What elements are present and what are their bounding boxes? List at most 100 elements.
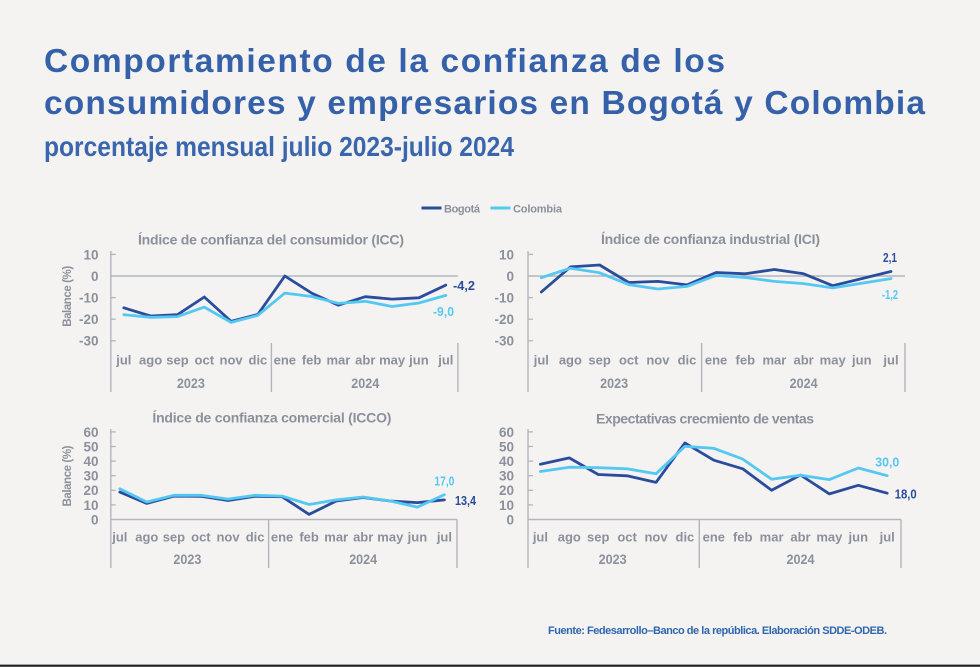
svg-text:ene: ene <box>271 530 293 545</box>
svg-text:ene: ene <box>703 530 725 545</box>
svg-text:60: 60 <box>499 425 514 440</box>
svg-text:Comportamiento de la confianza: Comportamiento de la confianza de los <box>44 43 725 80</box>
svg-text:-20: -20 <box>494 312 514 327</box>
svg-text:0: 0 <box>506 512 514 527</box>
svg-text:50: 50 <box>499 439 514 454</box>
svg-text:Expectativas crecmiento de ven: Expectativas crecmiento de ventas <box>596 411 814 427</box>
svg-text:abr: abr <box>355 353 375 368</box>
svg-text:jun: jun <box>851 353 872 368</box>
svg-text:jul: jul <box>115 353 131 368</box>
svg-text:Índice de confianza del consum: Índice de confianza del consumidor (ICC) <box>138 232 404 248</box>
svg-text:abr: abr <box>793 353 813 368</box>
svg-text:jun: jun <box>408 353 429 368</box>
svg-text:2023: 2023 <box>177 375 205 391</box>
svg-text:30: 30 <box>83 469 98 484</box>
svg-text:feb: feb <box>299 530 319 545</box>
svg-text:-4,2: -4,2 <box>453 278 475 293</box>
svg-text:-30: -30 <box>79 334 99 349</box>
svg-text:2024: 2024 <box>787 551 815 567</box>
svg-text:nov: nov <box>644 530 668 545</box>
svg-text:oct: oct <box>191 530 211 545</box>
svg-text:sep: sep <box>587 530 609 545</box>
svg-text:ago: ago <box>558 530 581 545</box>
svg-text:30: 30 <box>499 469 514 484</box>
svg-text:50: 50 <box>83 439 98 454</box>
svg-text:-10: -10 <box>79 291 99 306</box>
svg-text:ene: ene <box>274 353 296 368</box>
svg-text:13,4: 13,4 <box>455 493 477 508</box>
svg-text:ago: ago <box>559 353 582 368</box>
svg-text:jul: jul <box>437 353 453 368</box>
svg-text:10: 10 <box>83 247 98 262</box>
svg-text:40: 40 <box>499 454 514 469</box>
svg-text:dic: dic <box>249 353 268 368</box>
svg-text:dic: dic <box>676 530 695 545</box>
svg-text:may: may <box>816 530 843 545</box>
svg-text:-30: -30 <box>494 334 514 349</box>
svg-text:mar: mar <box>326 353 350 368</box>
svg-text:0: 0 <box>91 512 99 527</box>
svg-text:feb: feb <box>736 353 756 368</box>
svg-text:oct: oct <box>619 353 639 368</box>
svg-text:60: 60 <box>83 425 98 440</box>
svg-text:-9,0: -9,0 <box>433 304 454 319</box>
svg-text:-1,2: -1,2 <box>882 287 898 302</box>
svg-text:2024: 2024 <box>790 375 818 391</box>
svg-text:-10: -10 <box>494 291 514 306</box>
svg-text:may: may <box>379 353 406 368</box>
svg-text:2,1: 2,1 <box>883 250 897 265</box>
svg-text:Balance (%): Balance (%) <box>62 445 74 506</box>
svg-text:Índice de confianza comercial: Índice de confianza comercial (ICCO) <box>152 410 391 426</box>
svg-text:40: 40 <box>83 454 98 469</box>
svg-text:2024: 2024 <box>349 551 377 567</box>
svg-text:18,0: 18,0 <box>895 487 917 502</box>
svg-text:oct: oct <box>617 530 637 545</box>
svg-text:2023: 2023 <box>173 551 201 567</box>
svg-text:abr: abr <box>790 530 810 545</box>
svg-text:2023: 2023 <box>600 375 628 391</box>
svg-text:abr: abr <box>353 530 373 545</box>
svg-text:20: 20 <box>83 483 98 498</box>
svg-text:ago: ago <box>139 353 162 368</box>
svg-text:jul: jul <box>532 530 548 545</box>
svg-text:mar: mar <box>762 353 786 368</box>
svg-text:-20: -20 <box>79 312 99 327</box>
svg-text:oct: oct <box>195 353 215 368</box>
svg-text:10: 10 <box>83 498 98 513</box>
svg-text:nov: nov <box>220 353 244 368</box>
svg-text:ago: ago <box>135 530 158 545</box>
svg-text:2024: 2024 <box>351 375 379 391</box>
svg-text:may: may <box>820 353 847 368</box>
svg-text:consumidores y empresarios en: consumidores y empresarios en Bogotá y C… <box>44 85 925 122</box>
svg-text:jul: jul <box>882 353 898 368</box>
svg-text:jul: jul <box>879 530 895 545</box>
svg-text:mar: mar <box>324 530 348 545</box>
svg-text:dic: dic <box>246 530 265 545</box>
svg-text:jun: jun <box>848 530 869 545</box>
svg-text:may: may <box>377 530 404 545</box>
svg-text:0: 0 <box>91 269 99 284</box>
svg-text:20: 20 <box>499 483 514 498</box>
svg-text:feb: feb <box>302 353 322 368</box>
svg-text:Balance (%): Balance (%) <box>62 266 74 327</box>
svg-text:mar: mar <box>760 530 784 545</box>
svg-text:30,0: 30,0 <box>875 454 899 469</box>
svg-text:sep: sep <box>166 353 188 368</box>
svg-text:Índice de confianza industrial: Índice de confianza industrial (ICI) <box>601 231 820 247</box>
svg-text:jun: jun <box>407 530 428 545</box>
svg-text:sep: sep <box>163 530 185 545</box>
svg-text:jul: jul <box>436 530 452 545</box>
svg-text:0: 0 <box>506 269 514 284</box>
svg-text:porcentaje mensual julio 2023-: porcentaje mensual julio 2023-julio 2024 <box>44 131 514 162</box>
svg-text:dic: dic <box>678 353 697 368</box>
svg-text:2023: 2023 <box>599 551 627 567</box>
svg-text:Bogotá: Bogotá <box>444 204 481 216</box>
svg-text:Fuente: Fedesarrollo–Banco de: Fuente: Fedesarrollo–Banco de la repúbli… <box>548 625 887 637</box>
svg-text:Colombia: Colombia <box>513 204 563 216</box>
svg-text:sep: sep <box>588 353 610 368</box>
svg-text:17,0: 17,0 <box>434 474 454 489</box>
svg-text:nov: nov <box>646 353 670 368</box>
svg-text:jul: jul <box>533 353 549 368</box>
svg-text:10: 10 <box>499 247 514 262</box>
svg-text:nov: nov <box>216 530 240 545</box>
